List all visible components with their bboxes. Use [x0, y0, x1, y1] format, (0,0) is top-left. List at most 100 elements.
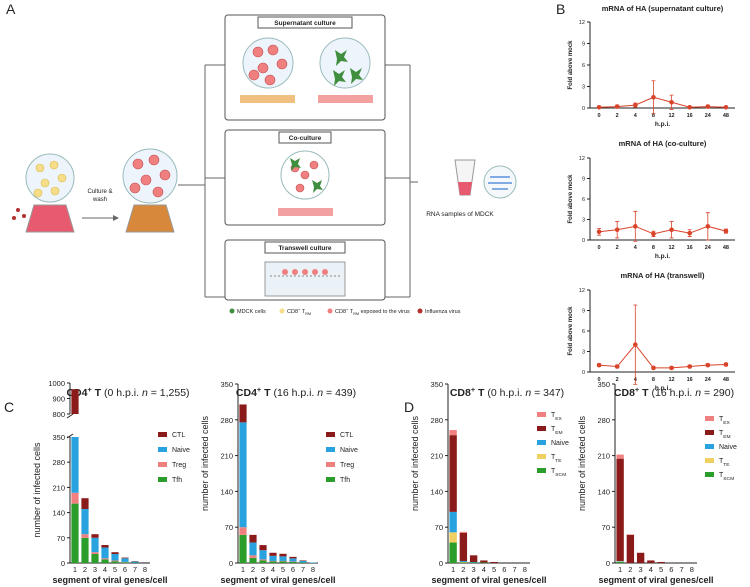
bar-segment: [269, 561, 277, 563]
y-tick-label: 210: [220, 452, 233, 461]
y-tick-label: 280: [430, 416, 443, 425]
y-axis-label: number of infected cells: [577, 415, 587, 511]
y-tick-label: 9: [582, 309, 585, 315]
x-tick-label: 16: [687, 113, 693, 119]
point: [687, 230, 692, 236]
legend-swatch: [326, 477, 335, 482]
x-tick-label: 8: [652, 377, 655, 383]
text-run: Naive: [172, 447, 190, 454]
x-tick-label: 4: [482, 565, 486, 574]
legend-icon: [279, 308, 285, 314]
bar-segment: [459, 562, 468, 563]
exposed-cells: [248, 44, 319, 193]
legend-label: Tfh: [172, 477, 182, 484]
x-tick-label: 1: [73, 565, 77, 574]
y-tick-label: 280: [52, 458, 65, 467]
legend-label: Naive: [719, 444, 737, 451]
legend-label: MDCK cells: [237, 309, 266, 315]
y-tick-label: 140: [430, 487, 443, 496]
point: [705, 104, 711, 109]
bar-segment: [111, 560, 119, 562]
magnifier: [319, 37, 371, 89]
text-run: TE: [723, 462, 730, 468]
x-tick-label: 8: [523, 565, 527, 574]
bar-segment: [71, 503, 79, 563]
text-run: T: [719, 416, 724, 423]
bar-segment: [616, 458, 624, 561]
y-tick-label: 210: [597, 452, 610, 461]
y-tick-label: 12: [579, 288, 585, 294]
exposed-cells: [282, 269, 328, 275]
x-tick-label: 5: [113, 565, 117, 574]
step-label: Culture &: [87, 189, 112, 195]
text-run: (16 h.p.i.: [271, 387, 318, 399]
bar-segment: [279, 553, 287, 557]
text-run: RM: [353, 312, 359, 316]
bar-segment: [459, 532, 468, 561]
x-tick-label: 2: [83, 565, 87, 574]
legend-label: TTE: [551, 454, 562, 464]
legend-swatch: [158, 447, 167, 452]
box-title: Supernatant culture: [274, 20, 336, 27]
bar-segment: [459, 531, 468, 533]
x-tick-label: 0: [598, 245, 601, 251]
rna-strands: [488, 176, 512, 190]
line: [599, 96, 726, 108]
bar-segment: [480, 562, 488, 563]
x-tick-label: 1: [451, 565, 455, 574]
y-tick-label: 0: [582, 238, 585, 244]
legend-label: CD8+ TRM exposed to the virus: [335, 308, 410, 316]
y-tick-label: 280: [597, 416, 610, 425]
dish: [318, 95, 373, 103]
x-tick-label: 12: [669, 113, 675, 119]
text-run: T: [719, 472, 724, 479]
text-run: n: [142, 387, 148, 399]
text-run: CD8: [335, 309, 346, 315]
y-tick-label: 800: [52, 410, 65, 419]
x-axis-label: segment of viral genes/cell: [52, 575, 167, 585]
exposed-cells: [129, 154, 171, 198]
bar-segment: [239, 527, 247, 535]
y-tick-label: 1000: [48, 379, 65, 388]
text-run: +: [471, 385, 475, 394]
bar-segment: [299, 562, 307, 563]
line: [599, 343, 726, 369]
text-run: CD8: [614, 387, 635, 399]
legend-swatch: [158, 477, 167, 482]
text-run: T: [551, 412, 556, 419]
legend-icon: [327, 308, 333, 314]
y-tick-label: 9: [582, 42, 585, 48]
text-run: +: [635, 385, 639, 394]
box-title: Co-culture: [289, 135, 322, 142]
y-tick-label: 3: [582, 350, 585, 356]
x-tick-label: 24: [705, 377, 712, 383]
y-tick-label: 0: [61, 559, 65, 568]
legend-label: TSCM: [719, 472, 734, 482]
point: [596, 362, 602, 368]
virus: [12, 208, 26, 220]
bar-segment: [239, 404, 247, 423]
text-run: Influenza virus: [425, 309, 461, 315]
text-run: TE: [555, 458, 562, 464]
point: [687, 364, 692, 369]
bar-segment: [71, 492, 79, 504]
legend-label: CTL: [340, 432, 353, 439]
diagram-legend: MDCK cells CD8+ TRM CD8+ TRM exposed to th…: [229, 308, 461, 316]
x-tick-label: 5: [659, 565, 663, 574]
connector: [178, 64, 225, 298]
legend-swatch: [705, 472, 714, 477]
legend-swatch: [158, 432, 167, 437]
point: [651, 365, 656, 371]
x-tick-label: 0: [598, 377, 601, 383]
text-run: (0 h.p.i.: [484, 387, 525, 399]
bar-segment: [626, 534, 635, 563]
y-tick-label: 6: [582, 329, 585, 335]
point: [596, 104, 602, 110]
bar-segment: [91, 554, 99, 563]
legend-label: TEX: [719, 416, 731, 426]
text-run: = 347): [531, 387, 564, 399]
box-title: Transwell culture: [278, 245, 331, 252]
x-tick-label: 4: [634, 377, 638, 383]
text-run: Tfh: [340, 477, 350, 484]
legend-swatch: [705, 416, 714, 421]
